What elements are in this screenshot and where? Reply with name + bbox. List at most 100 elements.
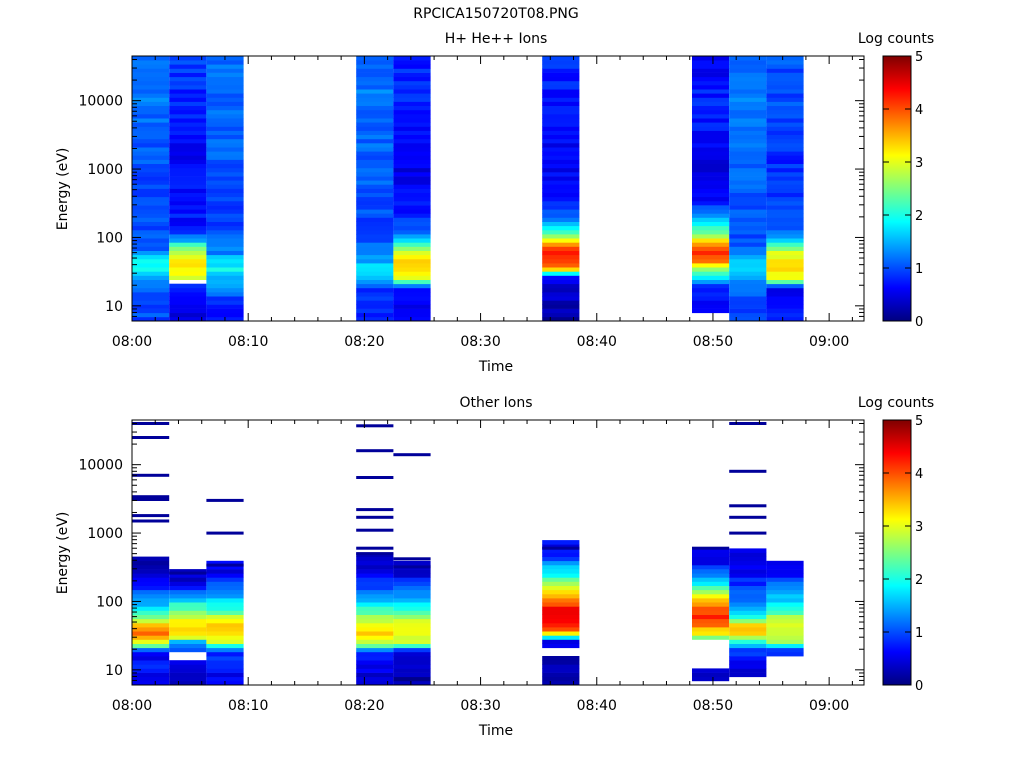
x-tick-label: 08:40 [577, 698, 617, 714]
heatmap-cell [766, 651, 804, 657]
heatmap-cell [692, 147, 730, 152]
x-tick-label: 08:20 [344, 334, 384, 350]
heatmap-cell [692, 254, 730, 260]
heatmap-cell [692, 155, 730, 160]
heatmap-cell [729, 192, 767, 198]
x-tick-label: 08:10 [228, 334, 268, 350]
heatmap-cell [393, 56, 431, 61]
heatmap-cell [692, 552, 730, 557]
x-tick-label: 08:10 [228, 698, 268, 714]
colorbar-tick-label: 5 [915, 414, 923, 429]
heatmap-cell [692, 76, 730, 82]
heatmap-cell [206, 622, 244, 628]
heatmap-cell [766, 279, 804, 285]
y-tick-label: 10000 [78, 458, 123, 474]
heatmap-cell [692, 556, 730, 562]
heatmap-cell [206, 221, 244, 227]
heatmap-cell [132, 138, 170, 144]
heatmap-cell [169, 89, 207, 94]
heatmap-cell [692, 606, 730, 611]
heatmap-cell [692, 72, 730, 78]
heatmap-cell [206, 151, 244, 156]
heatmap-cell [542, 147, 580, 152]
heatmap-cell [766, 560, 804, 566]
heatmap-cell [692, 573, 730, 578]
heatmap-cell [766, 80, 804, 86]
heatmap-cell [542, 602, 580, 607]
heatmap-cell [542, 85, 580, 90]
heatmap-cell [132, 651, 170, 657]
heatmap-cell [169, 287, 207, 293]
heatmap-cell [206, 209, 244, 214]
heatmap-cell [729, 114, 767, 119]
heatmap-cell [542, 676, 580, 682]
heatmap-cell [393, 246, 431, 251]
heatmap-cell [356, 577, 394, 582]
heatmap-cell [692, 246, 730, 251]
heatmap-cell [169, 184, 207, 189]
heatmap-cell [542, 292, 580, 297]
heatmap-cell [206, 200, 244, 206]
heatmap-cell [356, 296, 394, 301]
heatmap-cell [169, 668, 207, 673]
heatmap-cell [692, 258, 730, 264]
heatmap-cell [692, 97, 730, 102]
heatmap-cell [393, 589, 431, 595]
heatmap-cell [729, 101, 767, 106]
heatmap-cell [169, 577, 207, 582]
heatmap-cell [169, 221, 207, 227]
heatmap-cell [393, 631, 431, 636]
heatmap-cell [356, 155, 394, 160]
sparse-count-bin [356, 528, 394, 532]
heatmap-cell [356, 263, 394, 268]
heatmap-cell [766, 118, 804, 123]
heatmap-cell [692, 64, 730, 69]
heatmap-cell [766, 60, 804, 65]
heatmap-cell [356, 660, 394, 665]
heatmap-cell [132, 93, 170, 98]
heatmap-cell [132, 631, 170, 636]
heatmap-cell [393, 598, 431, 603]
heatmap-cell [393, 614, 431, 620]
heatmap-cell [393, 627, 431, 632]
heatmap-cell [729, 651, 767, 657]
heatmap-cell [356, 651, 394, 657]
heatmap-cell [393, 676, 431, 682]
heatmap-cell [692, 267, 730, 272]
heatmap-cell [729, 548, 767, 553]
heatmap-cell [132, 97, 170, 102]
x-tick-label: 09:00 [809, 698, 849, 714]
heatmap-cell [766, 292, 804, 297]
heatmap-cell [132, 221, 170, 227]
heatmap-cell [766, 180, 804, 185]
heatmap-cell [132, 598, 170, 603]
heatmap-cell [169, 602, 207, 607]
heatmap-cell [356, 602, 394, 607]
heatmap-cell [542, 234, 580, 239]
heatmap-cell [393, 250, 431, 256]
heatmap-cell [729, 271, 767, 276]
heatmap-cell [356, 130, 394, 135]
heatmap-cell [169, 250, 207, 256]
heatmap-cell [169, 101, 207, 106]
heatmap-cell [356, 89, 394, 94]
heatmap-cell [729, 60, 767, 65]
heatmap-cell [729, 184, 767, 189]
colorbar-tick-label: 0 [915, 679, 923, 694]
heatmap-cell [692, 577, 730, 582]
heatmap-cell [729, 76, 767, 82]
heatmap-cell [132, 660, 170, 665]
heatmap-cell [542, 639, 580, 644]
spectrogram-column [356, 56, 394, 322]
heatmap-cell [692, 184, 730, 189]
sparse-count-bin [729, 469, 767, 473]
heatmap-cell [206, 246, 244, 251]
heatmap-cell [393, 118, 431, 123]
colorbar-tick-label: 2 [915, 209, 923, 224]
heatmap-cell [169, 680, 207, 686]
colorbar-gradient [882, 419, 912, 686]
heatmap-cell [393, 271, 431, 276]
heatmap-cell [393, 122, 431, 127]
heatmap-cell [766, 283, 804, 289]
heatmap-cell [169, 196, 207, 202]
